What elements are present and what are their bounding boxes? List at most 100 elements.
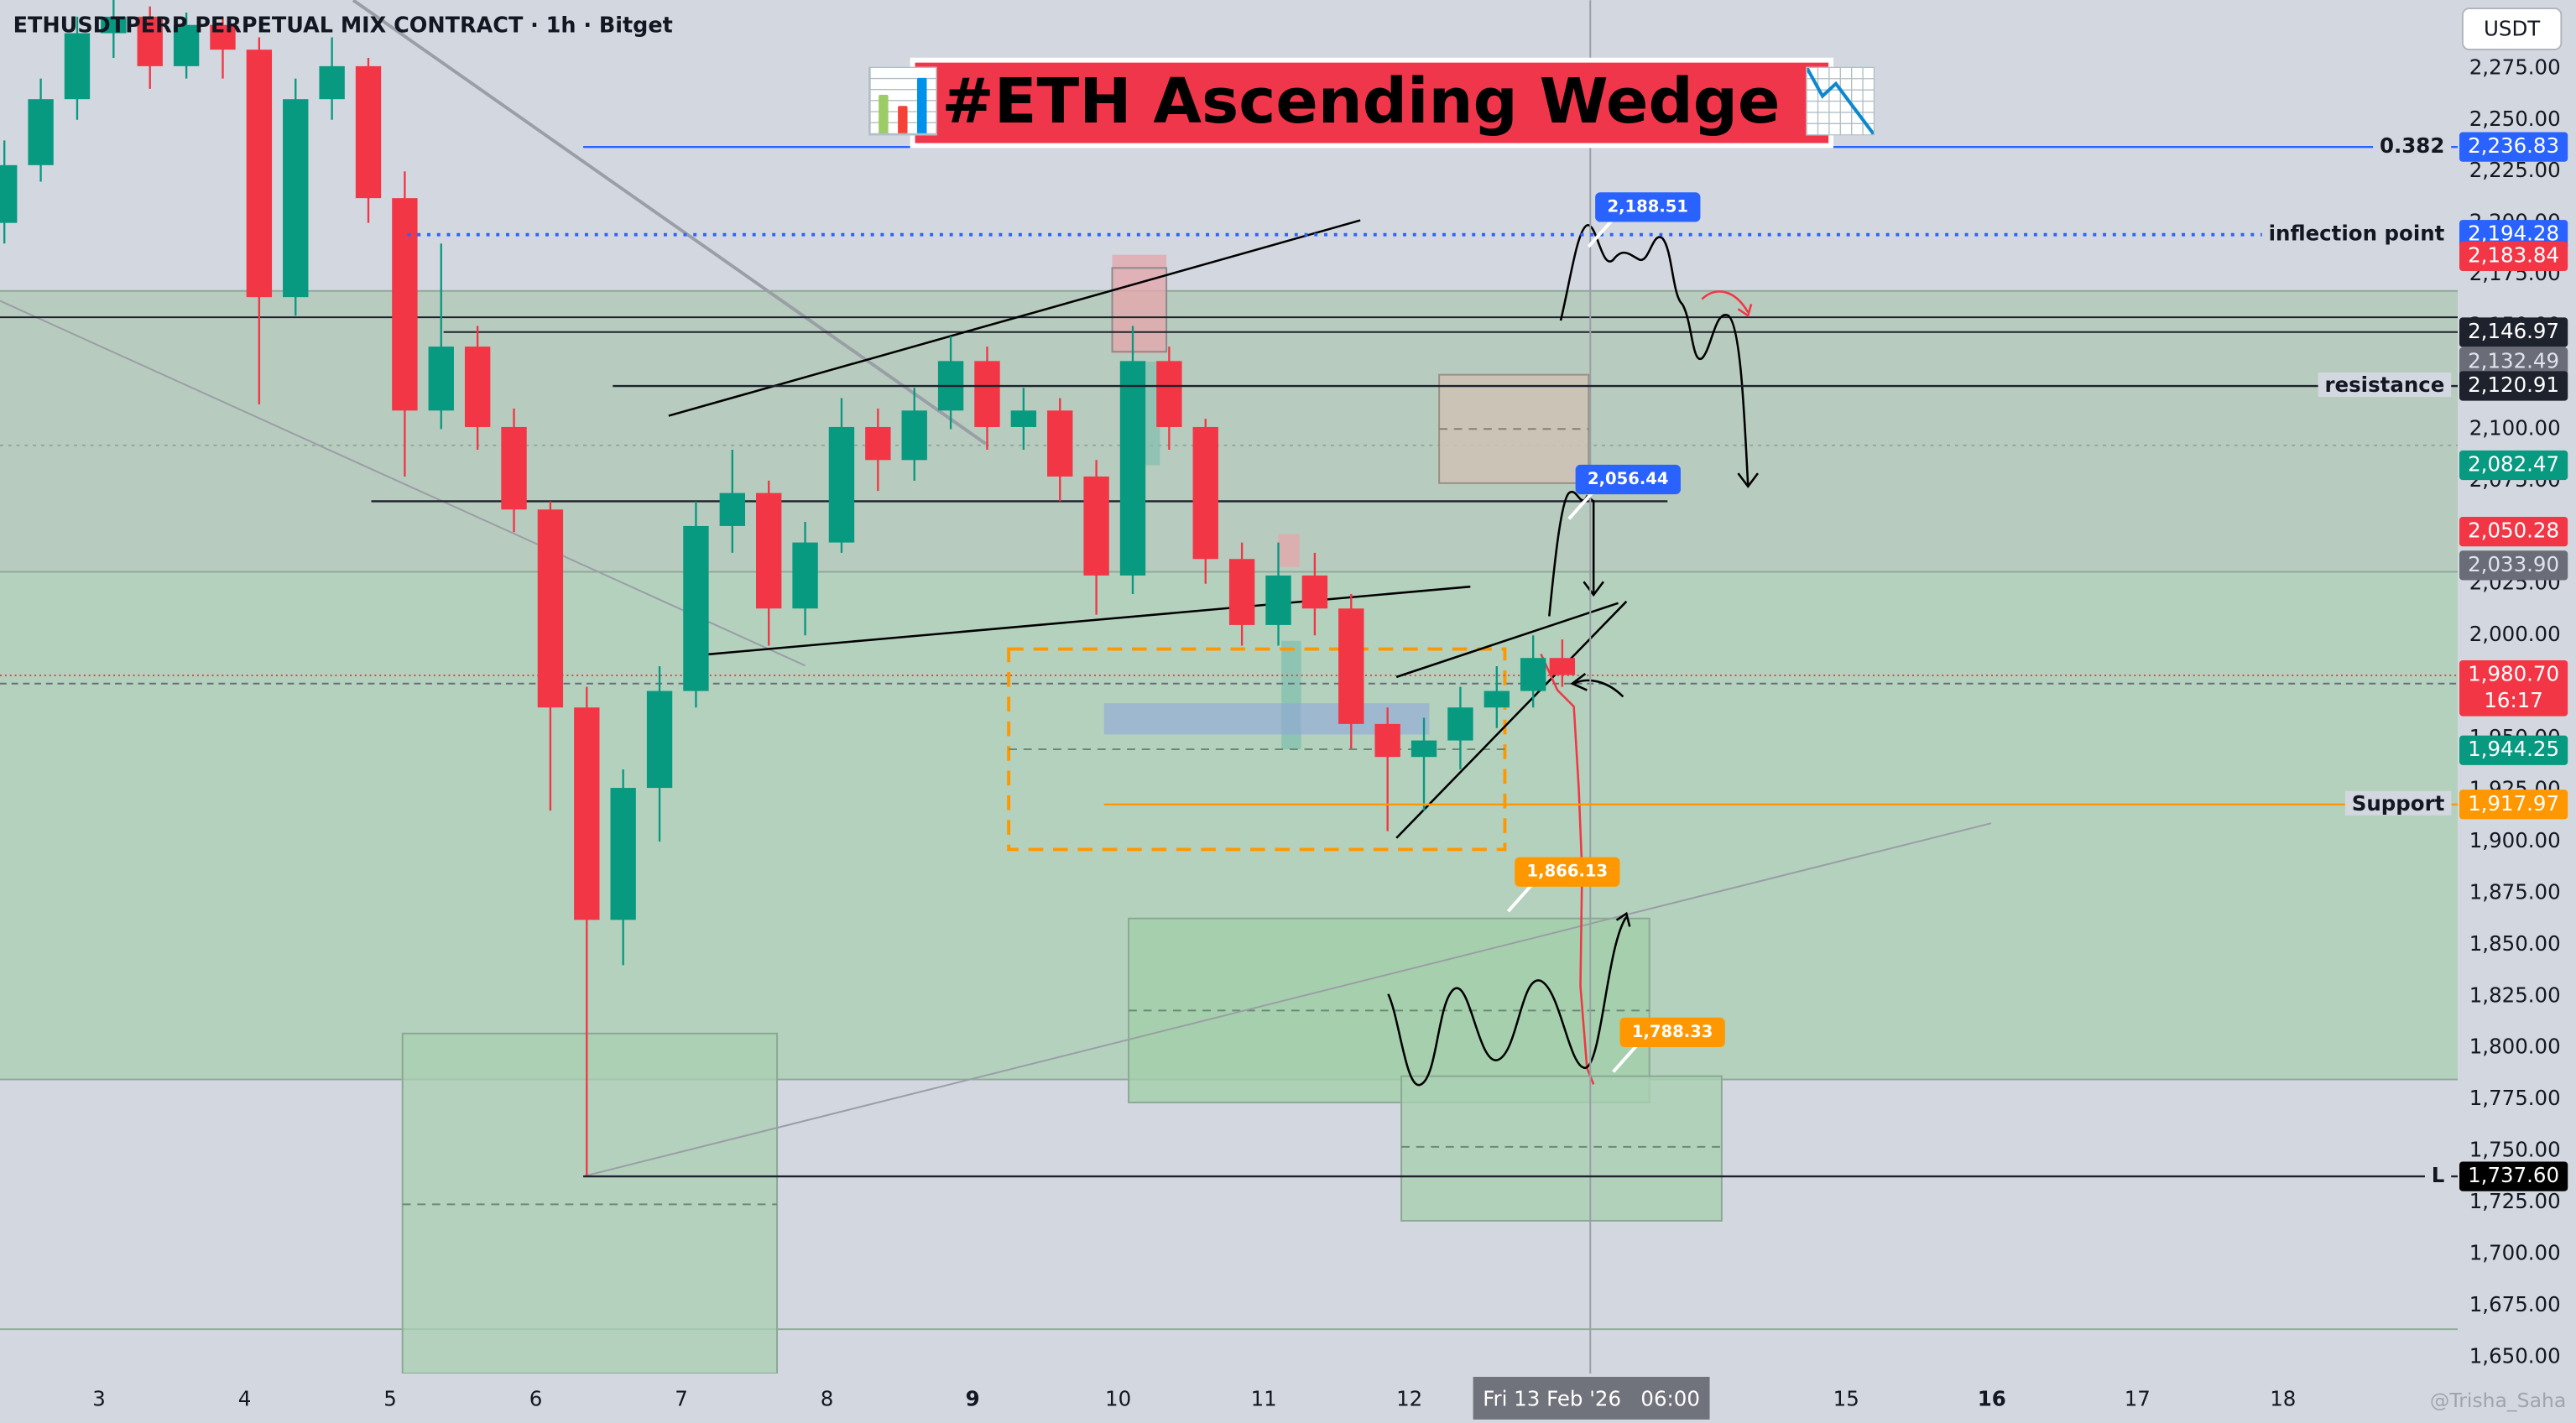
arrow-head xyxy=(1737,304,1753,318)
arrow-head xyxy=(1737,472,1759,488)
price-tag xyxy=(2459,1161,2568,1191)
price-tag xyxy=(2459,371,2568,401)
candle-body xyxy=(792,542,818,609)
x-tick-label: 9 xyxy=(966,1386,980,1410)
price-tag xyxy=(2459,450,2568,481)
price-tag-label: 2,236.83 xyxy=(2468,133,2559,158)
header: ETHUSDTPERP PERPETUAL MIX CONTRACT · 1h … xyxy=(13,13,673,39)
callout-box xyxy=(1575,464,1681,495)
arrow xyxy=(1701,290,1749,313)
x-tick-label: 12 xyxy=(1396,1386,1422,1410)
zone xyxy=(1400,1075,1723,1222)
chart-title: 📊#ETH Ascending Wedge 📉 xyxy=(864,65,1880,138)
x-tick-label: 10 xyxy=(1105,1386,1131,1410)
time-axis xyxy=(0,1373,2459,1423)
candle-body xyxy=(355,65,382,199)
candle-body xyxy=(1119,361,1146,576)
trend-line xyxy=(582,822,1992,1178)
candle-body xyxy=(210,24,236,50)
zone xyxy=(1278,534,1300,567)
candle-body xyxy=(101,16,127,34)
price-tag xyxy=(2459,516,2568,547)
price-tag xyxy=(2459,790,2568,820)
price-tag-label: 2,132.49 xyxy=(2468,349,2559,373)
zone xyxy=(1111,267,1168,353)
candle-body xyxy=(756,493,782,609)
price-tag-label: 2,146.97 xyxy=(2468,319,2559,343)
zone xyxy=(0,290,2459,572)
arrow-head xyxy=(1615,911,1631,927)
wedge-line xyxy=(1395,600,1628,839)
candle-body xyxy=(574,707,600,920)
candle-body xyxy=(28,99,54,165)
y-tick-label: 1,775.00 xyxy=(2469,1086,2561,1110)
candle-body xyxy=(392,198,418,411)
callouts: 2,188.51 2,056.44 1,866.13 1,788.33 xyxy=(1506,192,1725,1073)
candle-body xyxy=(173,24,200,66)
price-tag-label: 1,980.70 xyxy=(2468,662,2559,686)
price-tag-label: 2,033.90 xyxy=(2468,552,2559,576)
price-tag-label: 2,082.47 xyxy=(2468,452,2559,477)
level-label: Support xyxy=(2352,791,2445,816)
candle-body xyxy=(1447,707,1473,741)
y-tick-label: 1,650.00 xyxy=(2469,1343,2561,1368)
trend-line xyxy=(352,0,987,446)
title-box: 📊#ETH Ascending Wedge 📉 xyxy=(864,57,1880,149)
currency: USDT xyxy=(2484,16,2541,40)
candle-body xyxy=(464,347,491,427)
x-tick-label: 4 xyxy=(238,1386,252,1410)
projection-path xyxy=(1387,916,1628,1087)
arrow xyxy=(1573,679,1624,698)
x-tick-label: 17 xyxy=(2125,1386,2151,1410)
candle-body xyxy=(283,99,309,298)
level-label: inflection point xyxy=(2269,222,2445,246)
arrow-head xyxy=(1583,581,1604,597)
y-tick-label: 1,725.00 xyxy=(2469,1189,2561,1213)
y-tick-label: 2,275.00 xyxy=(2469,55,2561,79)
y-tick-label: 1,700.00 xyxy=(2469,1240,2561,1264)
projection-path xyxy=(1540,653,1595,1085)
watermark: @Trisha_Saha xyxy=(2430,1389,2566,1412)
y-tick-label: 1,900.00 xyxy=(2469,828,2561,852)
y-tick-label: 1,800.00 xyxy=(2469,1035,2561,1059)
crosshair-label-box xyxy=(1473,1376,1710,1420)
price-tag-label: 2,050.28 xyxy=(2468,519,2559,543)
axes: 2,275.002,250.002,225.002,200.002,175.00… xyxy=(92,55,2568,1420)
level-label-bg xyxy=(2424,1163,2452,1188)
projection-path xyxy=(1559,224,1749,485)
candle-body xyxy=(428,347,454,411)
y-tick-label: 2,250.00 xyxy=(2469,107,2561,131)
callout-box xyxy=(1515,857,1620,887)
price-tag xyxy=(2459,735,2568,765)
candle-body xyxy=(1156,361,1182,427)
candle-body xyxy=(0,164,18,223)
price-tag xyxy=(2459,317,2568,347)
level-label: 0.382 xyxy=(2380,133,2444,158)
candle-body xyxy=(1265,575,1291,625)
price-tag xyxy=(2459,660,2568,717)
candle-body xyxy=(1484,691,1510,708)
x-tick-label: 8 xyxy=(821,1386,834,1410)
levels: 0.382 inflection point resistance Support L xyxy=(407,133,2459,1188)
level-label-bg xyxy=(2318,373,2452,398)
level-label-bg xyxy=(2344,790,2452,816)
y-tick-label: 2,225.00 xyxy=(2469,158,2561,182)
candle-body xyxy=(901,410,927,461)
candle-body xyxy=(646,691,673,789)
candle-body xyxy=(1520,658,1546,691)
price-tag xyxy=(2459,132,2568,162)
candle-body xyxy=(1192,426,1218,560)
y-tick-label: 2,100.00 xyxy=(2469,415,2561,440)
y-tick-label: 1,875.00 xyxy=(2469,879,2561,904)
x-tick-label: 18 xyxy=(2270,1386,2296,1410)
candle-body xyxy=(974,361,1000,427)
price-tag-label: 2,183.84 xyxy=(2468,242,2559,267)
candle-body xyxy=(1374,723,1400,758)
arrow-head xyxy=(1570,672,1588,691)
x-tick-label: 5 xyxy=(383,1386,397,1410)
candle-body xyxy=(1228,559,1255,625)
candle-body xyxy=(246,50,273,298)
price-tag-label: 1,737.60 xyxy=(2468,1163,2559,1187)
price-tag xyxy=(2459,550,2568,581)
x-tick-label: 11 xyxy=(1251,1386,1277,1410)
